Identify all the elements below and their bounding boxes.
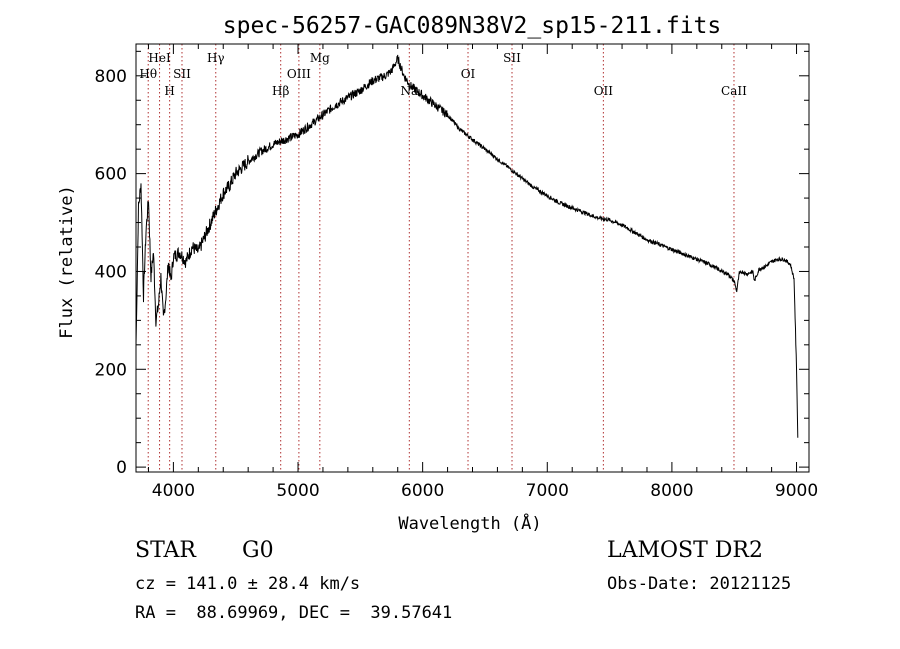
coordinates: RA = 88.69969, DEC = 39.57641 (135, 603, 453, 623)
axes: 4000 5000 6000 7000 8000 9000 0 200 400 600 800 (95, 44, 818, 501)
spectral-line-label: SII (173, 67, 191, 81)
spectral-line-markers (147, 44, 735, 472)
spectral-line-label: HeI (148, 51, 171, 65)
spectral-line-label: CaII (721, 84, 747, 98)
spectral-line-label: OII (594, 84, 614, 98)
y-tick-label: 0 (116, 458, 127, 478)
y-axis-label: Flux (relative) (57, 185, 77, 339)
x-tick-label: 6000 (401, 481, 444, 501)
y-tick-label: 600 (95, 165, 127, 185)
chart-title: spec-56257-GAC089N38V2_sp15-211.fits (223, 13, 722, 39)
spectral-line-label: Hβ (272, 84, 289, 98)
survey-name: LAMOST DR2 (607, 538, 763, 563)
y-tick-label: 200 (95, 360, 127, 380)
x-tick-label: 9000 (775, 481, 818, 501)
spectral-line-label: OI (461, 67, 476, 81)
spectral-line-label: Hθ (139, 67, 157, 81)
object-class: STAR (135, 538, 196, 563)
plot-frame (135, 43, 810, 473)
y-tick-label: 400 (95, 262, 127, 282)
spectrum-line (135, 54, 799, 438)
spectral-line-label: Hγ (207, 51, 225, 65)
spectral-line-label: SII (503, 51, 521, 65)
x-tick-label: 4000 (152, 481, 195, 501)
y-tick-label: 800 (95, 67, 127, 87)
redshift-velocity: cz = 141.0 ± 28.4 km/s (135, 574, 361, 594)
observation-date: Obs-Date: 20121125 (607, 574, 792, 594)
spectral-line-label: H (164, 84, 174, 98)
x-tick-label: 5000 (276, 481, 319, 501)
x-tick-label: 7000 (526, 481, 569, 501)
x-axis-label: Wavelength (Å) (398, 512, 541, 534)
spectral-line-label: Mg (310, 51, 330, 65)
spectral-line-label: OIII (287, 67, 311, 81)
x-tick-label: 8000 (650, 481, 693, 501)
object-subclass: G0 (242, 538, 274, 563)
